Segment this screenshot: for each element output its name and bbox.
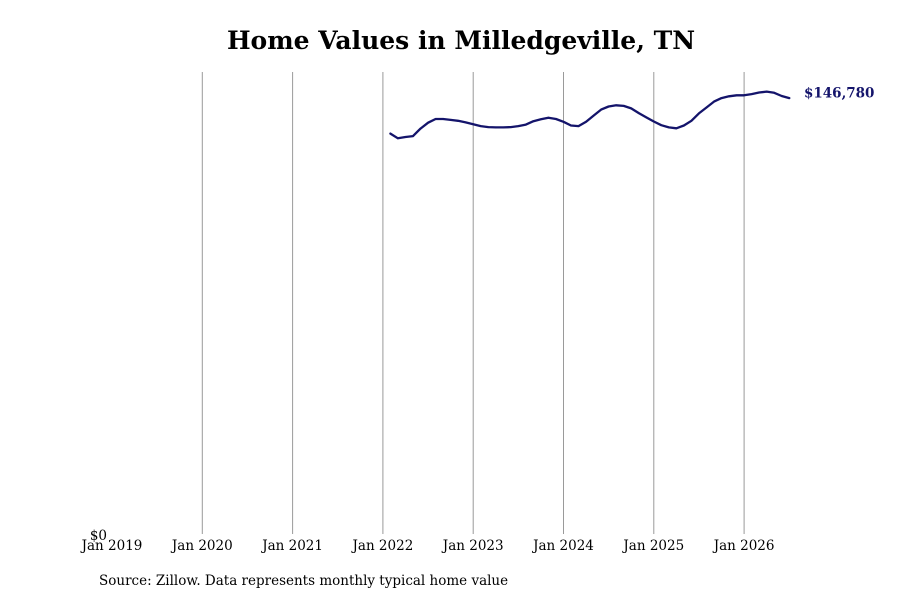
data-point <box>547 116 550 119</box>
data-point <box>765 90 768 93</box>
data-point <box>389 132 392 135</box>
data-point <box>540 118 542 121</box>
data-point <box>577 125 580 127</box>
data-point <box>427 121 429 124</box>
data-point <box>525 123 527 126</box>
x-tick-label: Jan 2020 <box>170 538 233 554</box>
data-point <box>698 112 700 115</box>
data-point <box>615 104 617 107</box>
data-point <box>495 126 497 129</box>
data-point <box>487 126 490 128</box>
data-point <box>780 95 783 97</box>
end-label-layer: $146,780 <box>804 86 874 102</box>
x-tick-label: Jan 2019 <box>80 538 143 554</box>
series-layer <box>389 90 791 140</box>
data-point <box>532 120 535 122</box>
x-tick-label: Jan 2022 <box>350 538 413 554</box>
data-point <box>788 97 791 99</box>
data-point <box>728 95 730 98</box>
source-note: Source: Zillow. Data represents monthly … <box>99 573 509 589</box>
data-point <box>645 116 648 119</box>
data-point <box>690 120 693 122</box>
data-point <box>555 118 557 120</box>
data-point <box>464 121 467 124</box>
data-point <box>479 125 482 127</box>
data-point <box>397 137 399 140</box>
data-point <box>472 123 475 126</box>
series-line <box>389 90 791 140</box>
y-tick-label: $0 <box>90 528 107 544</box>
data-point <box>434 118 437 120</box>
data-point <box>562 121 565 123</box>
data-point <box>638 112 640 114</box>
data-point <box>668 126 670 129</box>
data-point <box>705 106 708 109</box>
data-point <box>750 93 753 95</box>
data-point <box>510 126 512 128</box>
data-point <box>758 91 760 94</box>
data-point <box>600 108 602 111</box>
data-point <box>622 105 625 107</box>
data-point <box>419 127 422 130</box>
data-point <box>404 136 407 138</box>
grid-lines <box>201 72 745 534</box>
chart-title: Home Values in Milledgeville, TN <box>226 26 696 55</box>
axis-tick-labels: Jan 2019 Jan 2020 Jan 2021 Jan 2022 Jan 2023… <box>80 528 775 554</box>
data-point <box>675 127 678 130</box>
data-point <box>660 124 663 126</box>
data-point <box>517 125 520 127</box>
x-tick-label: Jan 2026 <box>712 538 775 554</box>
data-point <box>585 121 587 123</box>
data-point <box>735 94 738 97</box>
end-value-label: $146,780 <box>804 86 874 102</box>
data-point <box>720 97 723 99</box>
data-point <box>607 105 610 108</box>
data-point <box>592 114 595 117</box>
data-point <box>683 124 685 127</box>
data-point <box>713 100 715 103</box>
data-point <box>743 94 745 97</box>
x-tick-label: Jan 2023 <box>441 538 504 554</box>
data-point <box>457 120 459 122</box>
x-tick-label: Jan 2024 <box>531 538 594 554</box>
data-point <box>773 92 775 94</box>
data-point <box>630 107 632 110</box>
data-point <box>570 124 572 127</box>
data-point <box>412 135 414 137</box>
x-tick-label: Jan 2021 <box>260 538 323 554</box>
data-point <box>502 126 505 129</box>
data-point <box>449 119 452 121</box>
data-point <box>653 120 655 123</box>
x-tick-label: Jan 2025 <box>621 538 684 554</box>
data-point <box>442 118 444 120</box>
